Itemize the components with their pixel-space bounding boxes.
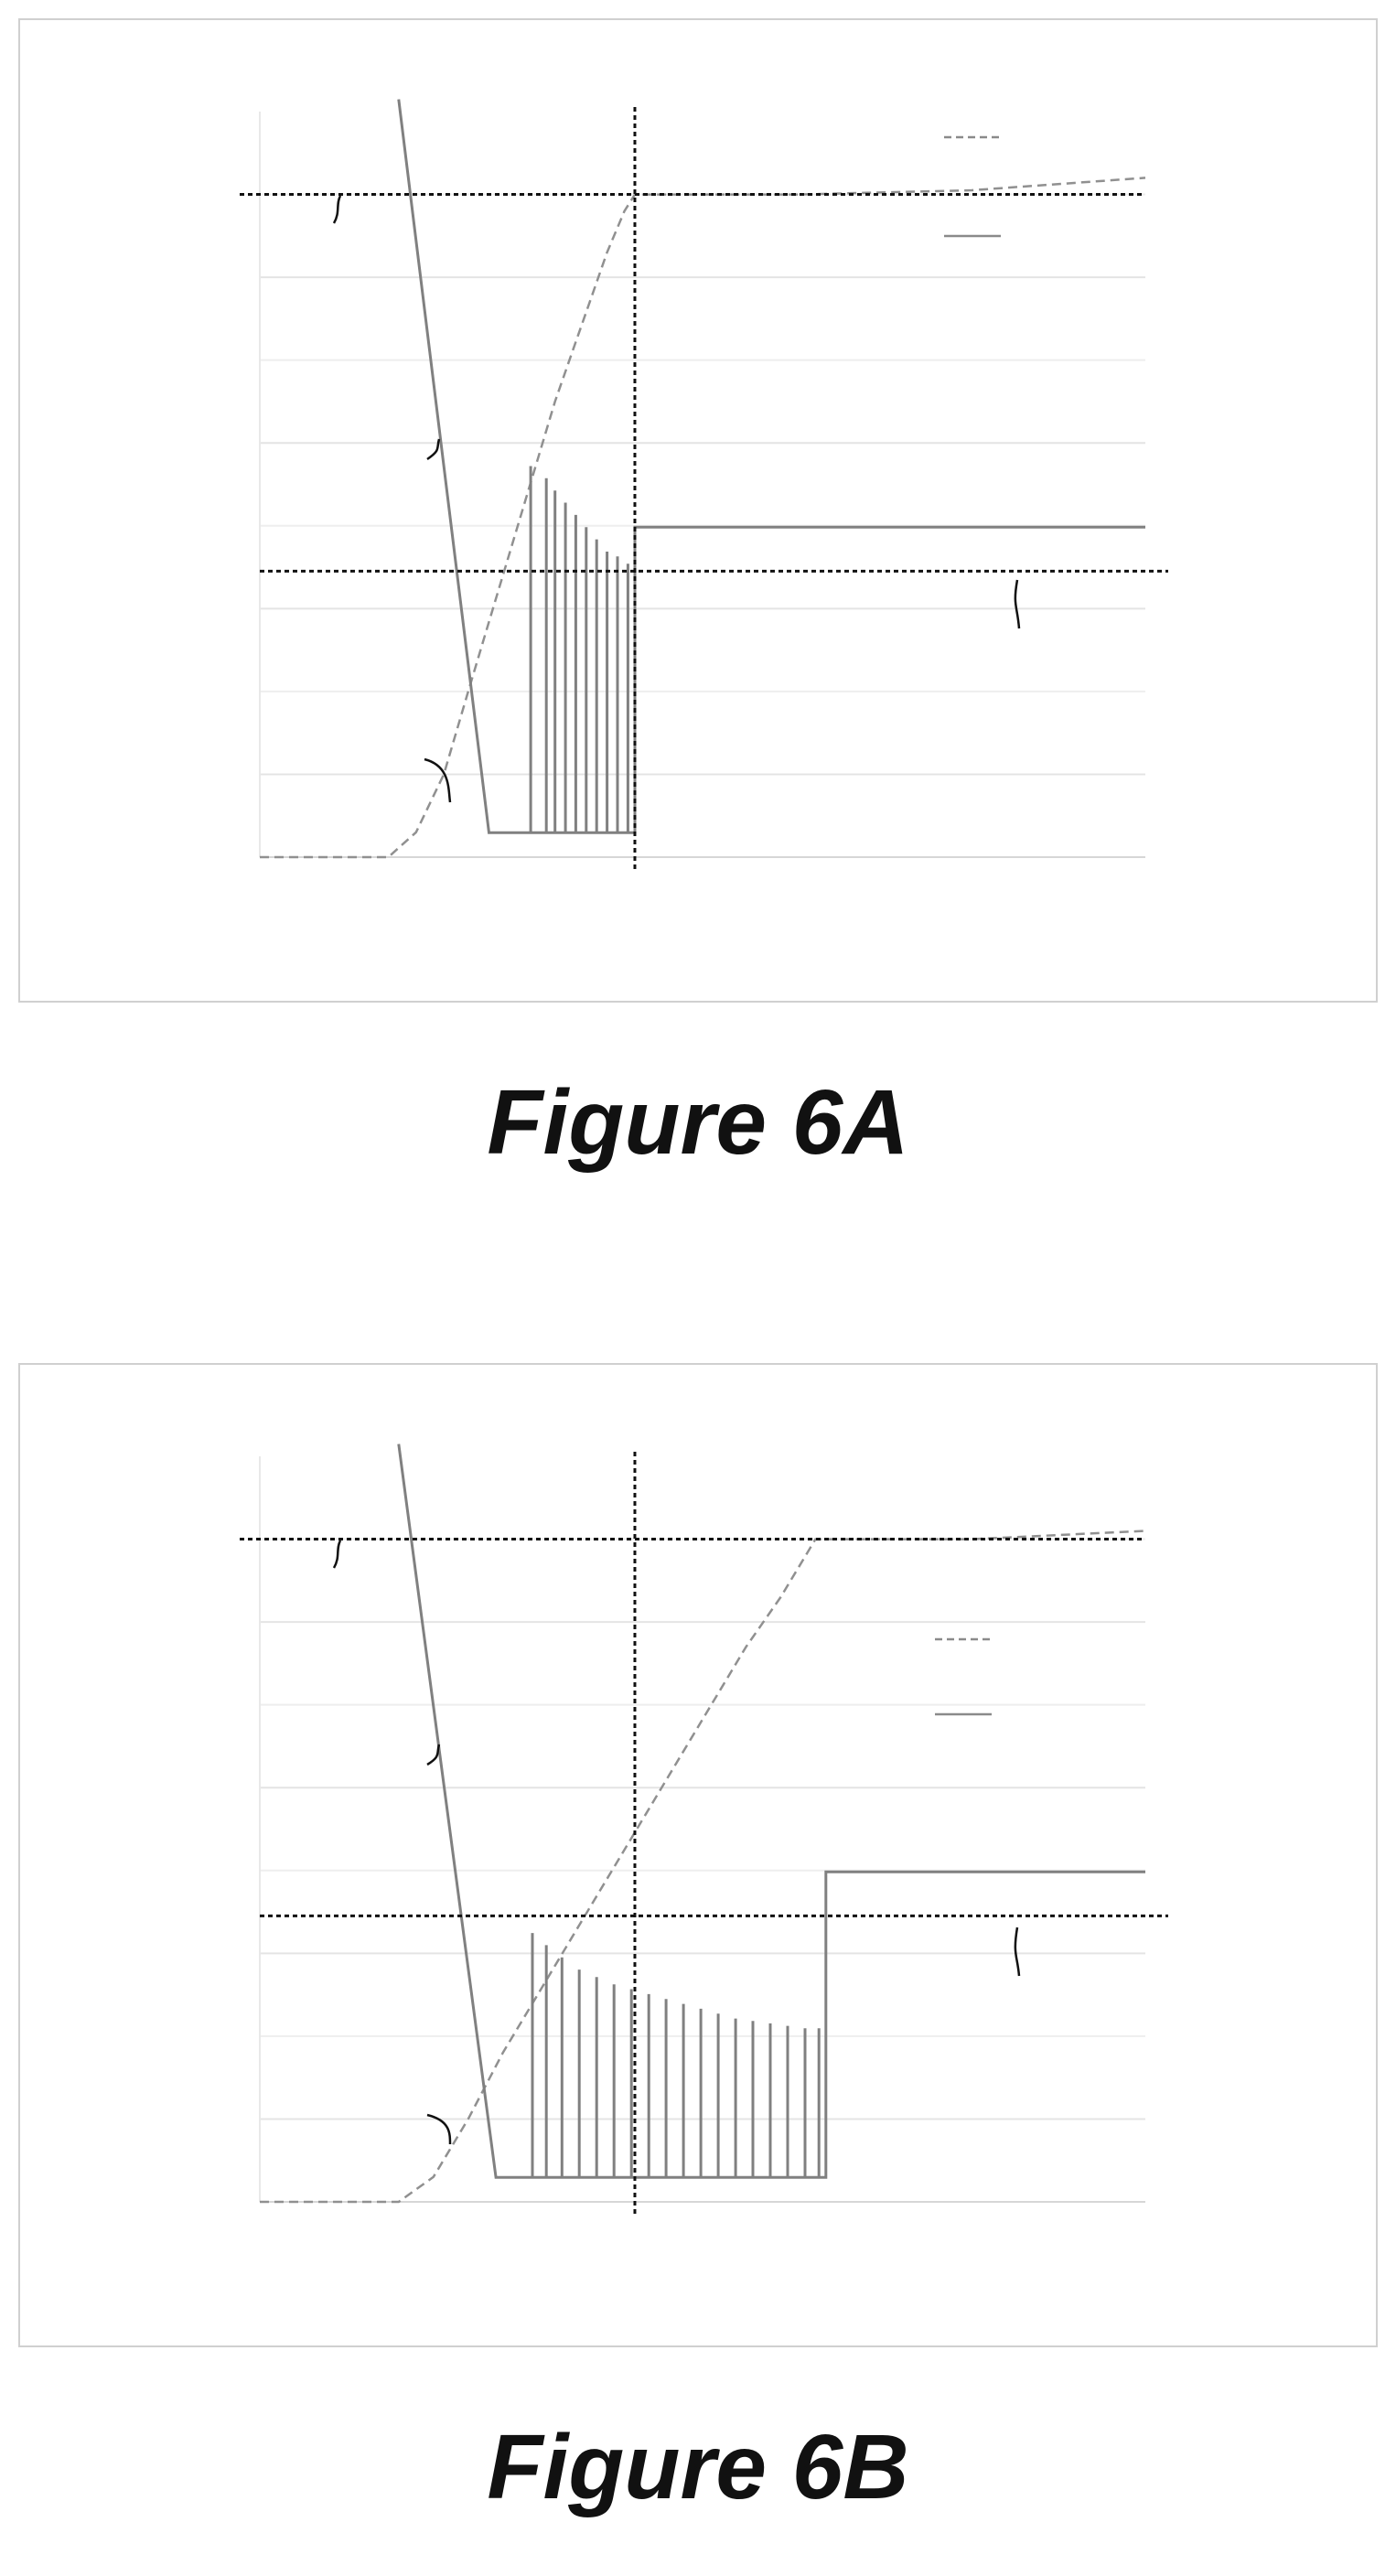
series-line-tint-charge — [260, 177, 1146, 859]
chart-panel-6b — [18, 1363, 1378, 2347]
series-line-tint-charge — [260, 1530, 1146, 2204]
series-line-voltage — [397, 1444, 1145, 2179]
callout-leader — [332, 195, 342, 224]
callout-leader — [1014, 1927, 1021, 1977]
callout-leader — [426, 2113, 452, 2145]
chart-panel-6a — [18, 18, 1378, 1003]
callout-leader — [424, 757, 452, 803]
callout-leader — [426, 438, 441, 461]
callout-leader — [1014, 579, 1021, 629]
series-line-voltage — [397, 99, 1145, 834]
callout-leader — [426, 1744, 441, 1766]
callout-leader — [332, 1540, 342, 1569]
chart-6a — [240, 99, 1168, 871]
figure-caption-6b: Figure 6B — [487, 2416, 909, 2518]
figure-caption-6a: Figure 6A — [487, 1071, 909, 1174]
chart-6b — [240, 1444, 1168, 2216]
